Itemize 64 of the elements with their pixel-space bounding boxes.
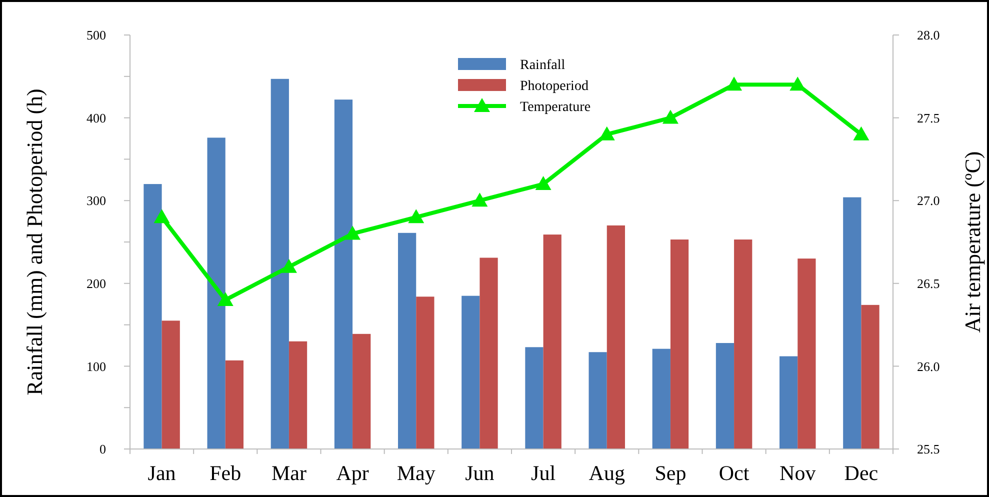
y-tick-label: 100 xyxy=(86,358,106,374)
legend-label: Rainfall xyxy=(520,58,566,73)
y-tick-label: 400 xyxy=(86,110,106,126)
y2-tick-label: 26.0 xyxy=(917,358,940,374)
bar xyxy=(861,304,880,449)
bar xyxy=(480,258,498,449)
point xyxy=(217,292,234,306)
y2-tick-label: 25.5 xyxy=(917,442,940,457)
point xyxy=(598,126,615,140)
bar xyxy=(398,232,416,449)
y2-axis-title: Air temperature (ºC) xyxy=(960,151,985,333)
y2-tick-label: 26.5 xyxy=(917,276,940,291)
point xyxy=(154,209,170,224)
bar xyxy=(462,296,480,449)
x-tick-label: Jul xyxy=(531,461,556,485)
bar xyxy=(543,234,562,449)
bar xyxy=(606,225,625,449)
y-tick-label: 300 xyxy=(86,193,106,208)
bar xyxy=(670,240,689,449)
bar xyxy=(225,360,244,449)
y-axis-title: Rainfall (mm) and Photoperiod (h) xyxy=(22,88,47,396)
bar xyxy=(734,240,752,449)
legend-label: Temperature xyxy=(520,100,591,115)
point xyxy=(535,176,552,190)
bar xyxy=(207,138,226,449)
y-tick-label: 200 xyxy=(86,276,106,291)
point xyxy=(726,76,742,91)
bar xyxy=(270,78,289,449)
x-tick-label: Oct xyxy=(718,461,750,485)
bar xyxy=(288,341,308,449)
bar xyxy=(716,343,734,449)
bar xyxy=(525,347,544,449)
point xyxy=(853,126,870,140)
y2-tick-label: 27.0 xyxy=(917,193,940,208)
bar xyxy=(780,356,798,449)
bar xyxy=(416,296,434,449)
x-tick-label: Apr xyxy=(336,461,369,485)
x-tick-label: Dec xyxy=(844,461,878,485)
bar xyxy=(334,100,353,449)
x-tick-label: Sep xyxy=(654,461,686,485)
y-tick-label: 500 xyxy=(86,28,106,43)
point xyxy=(344,226,361,240)
legend-label: Photoperiod xyxy=(520,78,588,94)
x-tick-label: Feb xyxy=(210,461,242,485)
point xyxy=(280,258,297,273)
x-tick-label: May xyxy=(396,461,436,485)
bar xyxy=(588,352,607,449)
point xyxy=(662,110,678,124)
y2-tick-label: 27.5 xyxy=(917,110,940,126)
y2-tick-label: 28.0 xyxy=(917,28,940,43)
bar xyxy=(352,334,371,449)
bar xyxy=(843,197,862,449)
bar xyxy=(144,184,162,449)
x-tick-label: Mar xyxy=(271,461,306,485)
bar xyxy=(162,320,180,449)
x-tick-label: Nov xyxy=(780,461,816,485)
x-tick-label: Jun xyxy=(465,461,495,485)
bar xyxy=(652,348,670,449)
x-tick-label: Aug xyxy=(588,461,626,485)
x-tick-label: Jan xyxy=(148,461,176,485)
point xyxy=(408,209,424,224)
bar xyxy=(798,258,816,449)
y-tick-label: 0 xyxy=(100,442,106,457)
point xyxy=(472,192,488,207)
